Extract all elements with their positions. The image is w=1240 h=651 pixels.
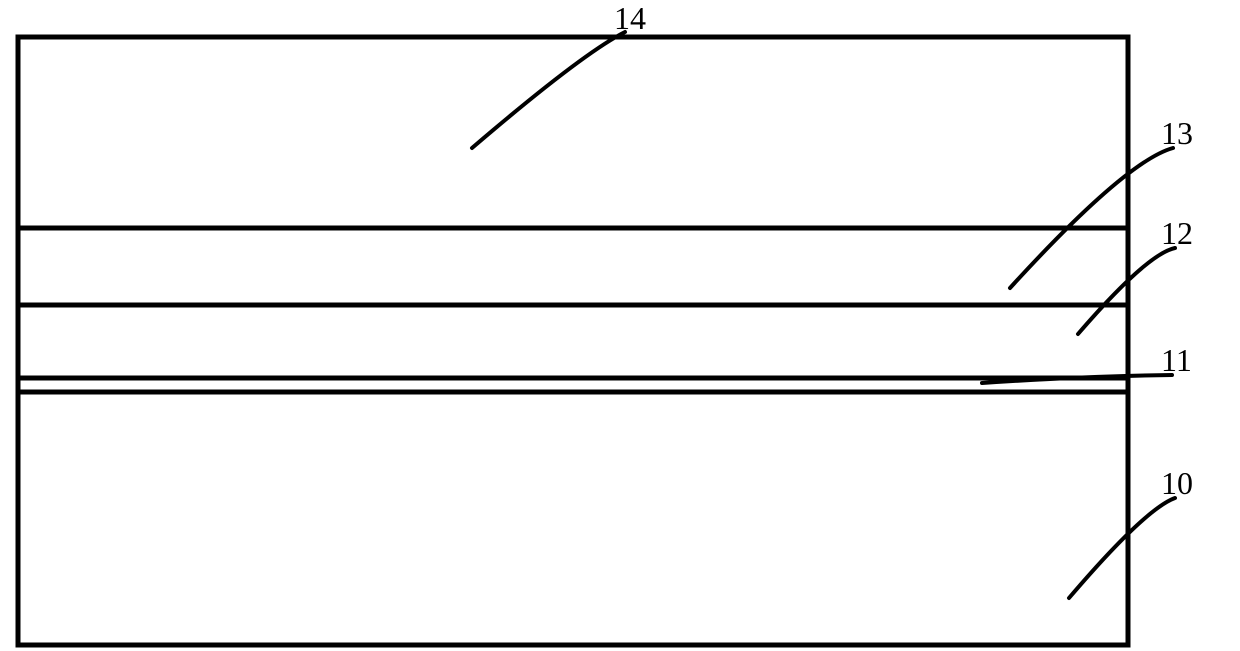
cross-section-diagram <box>0 0 1240 651</box>
layer-label: 12 <box>1161 215 1193 252</box>
leader-line <box>1069 498 1175 598</box>
leader-line <box>1010 148 1173 288</box>
layer-stack-outline <box>18 35 1128 648</box>
leader-lines <box>472 32 1175 598</box>
layer-label: 13 <box>1161 115 1193 152</box>
diagram-svg <box>0 0 1240 651</box>
leader-line <box>472 32 625 148</box>
layer-label: 14 <box>614 0 646 37</box>
leader-line <box>982 375 1172 383</box>
layer-label: 11 <box>1161 342 1192 379</box>
layer-label: 10 <box>1161 465 1193 502</box>
leader-line <box>1078 248 1175 334</box>
